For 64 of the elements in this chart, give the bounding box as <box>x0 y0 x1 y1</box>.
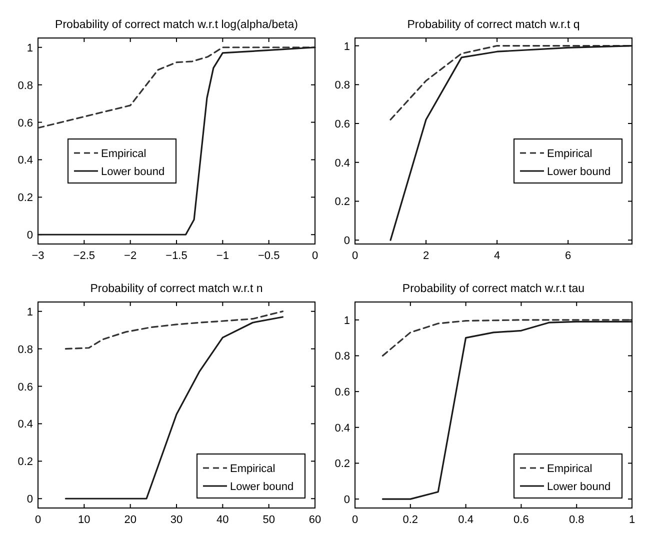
y-tick-label: 0.6 <box>18 117 33 130</box>
legend-label: Lower bound <box>230 481 294 493</box>
legend-label: Lower bound <box>547 166 611 178</box>
x-tick-label: 0.4 <box>458 514 474 526</box>
x-tick-label: −2 <box>124 250 137 262</box>
line-series <box>64 310 284 350</box>
legend-label: Empirical <box>230 463 276 475</box>
x-tick-label: 6 <box>565 250 572 262</box>
x-tick-label: 20 <box>124 514 136 526</box>
y-tick-label: 1 <box>26 306 33 318</box>
chart-title: Probability of correct match w.r.t n <box>90 283 263 295</box>
y-tick-label: 0.8 <box>334 80 350 92</box>
y-tick-label: 0.4 <box>334 157 350 170</box>
y-tick-label: 1 <box>26 42 33 54</box>
x-tick-label: 0 <box>312 250 318 262</box>
x-tick-label: −2.5 <box>73 250 96 262</box>
y-tick-label: 0.2 <box>334 458 350 470</box>
legend-label: Empirical <box>101 148 146 160</box>
y-tick-label: 0.4 <box>18 154 33 167</box>
y-tick-label: 0.6 <box>18 381 33 394</box>
x-tick-label: 0.6 <box>514 514 529 526</box>
y-tick-label: 0.2 <box>18 456 33 468</box>
y-tick-label: 1 <box>344 40 350 53</box>
x-tick-label: 0.2 <box>402 514 418 526</box>
x-tick-label: 30 <box>170 514 183 526</box>
chart-title: Probability of correct match w.r.t q <box>407 19 580 31</box>
y-tick-label: 0.8 <box>18 344 33 356</box>
x-tick-label: 60 <box>308 514 322 526</box>
legend-label: Empirical <box>547 463 592 475</box>
y-tick-label: 0.2 <box>18 192 33 204</box>
line-series <box>37 46 316 236</box>
legend-label: Lower bound <box>547 481 611 493</box>
y-tick-label: 0.4 <box>18 418 33 431</box>
x-tick-label: 40 <box>216 514 229 526</box>
y-tick-label: 0.2 <box>334 196 350 208</box>
chart-title: Probability of correct match w.r.t tau <box>402 283 585 295</box>
chart-title: Probability of correct match w.r.t log(alpha/beta) <box>55 19 298 31</box>
line-series <box>390 44 633 241</box>
x-tick-label: −1.5 <box>166 250 188 262</box>
x-tick-label: 0 <box>352 250 358 262</box>
x-tick-label: 0.8 <box>568 514 584 526</box>
x-tick-label: −3 <box>32 250 44 262</box>
x-tick-label: 2 <box>422 250 430 262</box>
x-tick-label: 1 <box>628 514 636 526</box>
x-tick-label: 0 <box>34 514 42 526</box>
y-tick-label: 0 <box>344 235 350 248</box>
x-tick-label: 10 <box>78 514 90 526</box>
y-tick-label: 1 <box>344 314 350 327</box>
y-tick-label: 0 <box>344 494 350 506</box>
x-tick-label: 4 <box>494 250 500 262</box>
y-tick-label: 0.8 <box>18 80 33 92</box>
legend-label: Lower bound <box>101 166 165 178</box>
y-tick-label: 0.4 <box>334 422 350 434</box>
y-tick-label: 0 <box>26 230 33 242</box>
y-tick-label: 0 <box>26 494 33 506</box>
y-tick-label: 0.6 <box>334 386 350 399</box>
legend-label: Empirical <box>547 148 592 160</box>
y-tick-label: 0.6 <box>334 118 350 131</box>
x-tick-label: 50 <box>262 514 275 526</box>
x-tick-label: −0.5 <box>258 250 280 262</box>
x-tick-label: 0 <box>352 514 358 526</box>
x-tick-label: −1 <box>216 250 229 262</box>
y-tick-label: 0.8 <box>334 350 350 363</box>
line-series <box>382 320 633 500</box>
